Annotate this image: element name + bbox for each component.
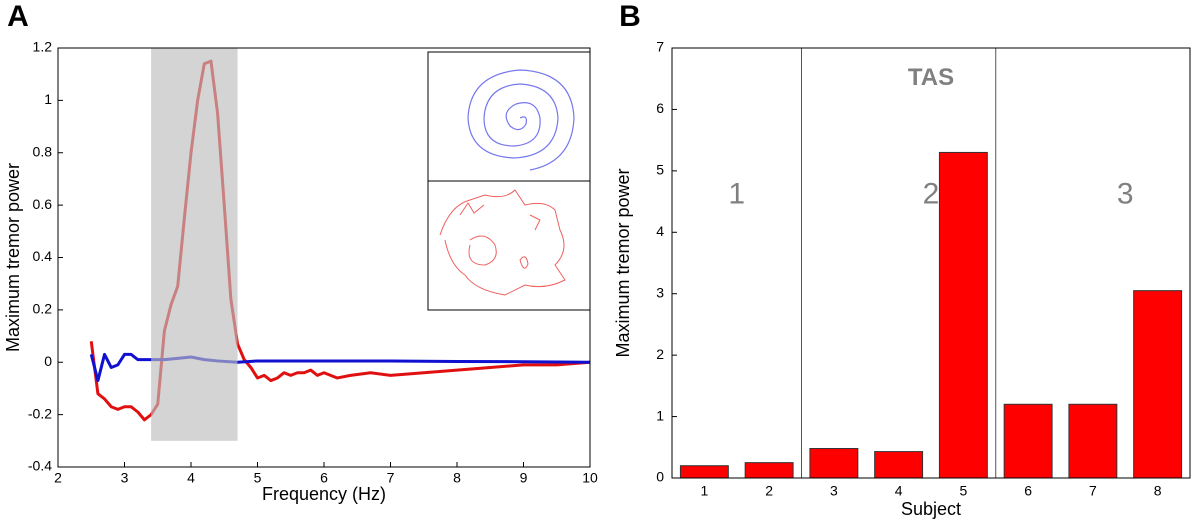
inset-spiral	[467, 69, 575, 171]
y-tick-label: 0.2	[33, 301, 53, 317]
shaded-region	[151, 48, 238, 441]
x-tick-label: 3	[121, 470, 129, 486]
x-tick-label: 5	[959, 483, 967, 499]
bar	[809, 448, 859, 479]
x-tick-label: 7	[1089, 483, 1097, 499]
y-tick-label: 0.8	[33, 143, 53, 159]
y-tick-label: 5	[656, 162, 664, 178]
y-tick-label: 7	[656, 39, 664, 55]
x-tick-label: 6	[1024, 483, 1032, 499]
y-tick-label: 2	[656, 346, 664, 362]
x-tick-label: 4	[187, 470, 195, 486]
x-tick-label: 8	[453, 470, 461, 486]
annotation: 2	[923, 177, 940, 210]
bar	[679, 465, 729, 479]
panel-label: A	[7, 0, 29, 33]
bar	[938, 151, 988, 479]
y-tick-label: 6	[656, 100, 664, 116]
y-tick-label: 1.2	[33, 39, 53, 55]
x-tick-label: 3	[830, 483, 838, 499]
x-tick-label: 9	[520, 470, 528, 486]
x-tick-label: 2	[54, 470, 62, 486]
y-axis-label: Maximum tremor power	[3, 163, 23, 352]
x-tick-label: 7	[387, 470, 395, 486]
x-tick-label: 5	[254, 470, 262, 486]
annotation: 3	[1117, 177, 1134, 210]
bar	[874, 451, 924, 479]
bar	[744, 462, 794, 479]
axes-frame	[671, 47, 1191, 479]
x-axis-label: Frequency (Hz)	[262, 484, 386, 504]
bar	[1068, 403, 1118, 479]
y-tick-label: 3	[656, 284, 664, 300]
y-tick-label: -0.2	[28, 405, 52, 421]
y-tick-label: 1	[44, 91, 52, 107]
inset-scribble	[439, 189, 566, 296]
y-tick-label: 4	[656, 223, 664, 239]
inset	[427, 51, 591, 311]
x-tick-label: 1	[700, 483, 708, 499]
panel-label: B	[619, 0, 641, 33]
y-tick-label: 0	[44, 353, 52, 369]
annotation: 1	[728, 177, 745, 210]
annotation: TAS	[908, 64, 954, 91]
x-tick-label: 6	[320, 470, 328, 486]
y-tick-label: -0.4	[28, 458, 52, 474]
y-axis-label: Maximum tremor power	[613, 168, 633, 357]
y-tick-label: 0	[656, 469, 664, 485]
x-tick-label: 8	[1154, 483, 1162, 499]
x-tick-label: 10	[582, 470, 598, 486]
y-tick-label: 0.6	[33, 196, 53, 212]
bar	[1133, 290, 1183, 479]
x-axis-label: Subject	[901, 499, 961, 519]
y-tick-label: 1	[656, 407, 664, 423]
x-tick-label: 2	[765, 483, 773, 499]
bar	[1003, 403, 1053, 479]
y-tick-label: 0.4	[33, 248, 53, 264]
axes-frame	[57, 47, 591, 468]
x-tick-label: 4	[895, 483, 903, 499]
